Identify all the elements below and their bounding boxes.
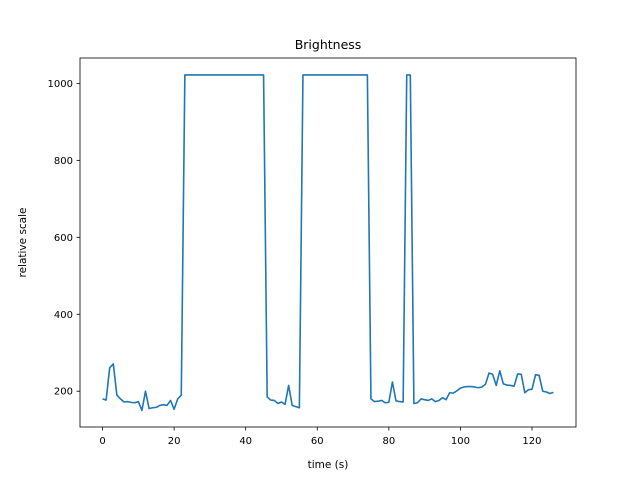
- x-tick-label: 60: [311, 436, 324, 447]
- y-axis-label: relative scale: [17, 208, 29, 278]
- x-tick-label: 0: [99, 436, 105, 447]
- y-tick-label: 800: [54, 156, 73, 167]
- x-tick-label: 100: [451, 436, 470, 447]
- y-tick-label: 1000: [48, 79, 73, 90]
- plot-frame: [79, 57, 577, 428]
- x-tick-label: 20: [168, 436, 181, 447]
- chart-title: Brightness: [295, 37, 362, 52]
- x-tick-label: 120: [522, 436, 541, 447]
- y-tick-label: 400: [54, 310, 73, 321]
- y-axis: 200 400 600 800 1000: [48, 79, 80, 398]
- y-tick-label: 200: [54, 387, 73, 398]
- plot-area: [102, 74, 554, 412]
- y-tick-label: 600: [54, 233, 73, 244]
- x-axis: 0 20 40 60 80 100 120: [99, 427, 542, 447]
- x-tick-label: 40: [239, 436, 252, 447]
- x-axis-label: time (s): [308, 459, 349, 471]
- x-tick-label: 80: [382, 436, 395, 447]
- series-line: [102, 74, 554, 412]
